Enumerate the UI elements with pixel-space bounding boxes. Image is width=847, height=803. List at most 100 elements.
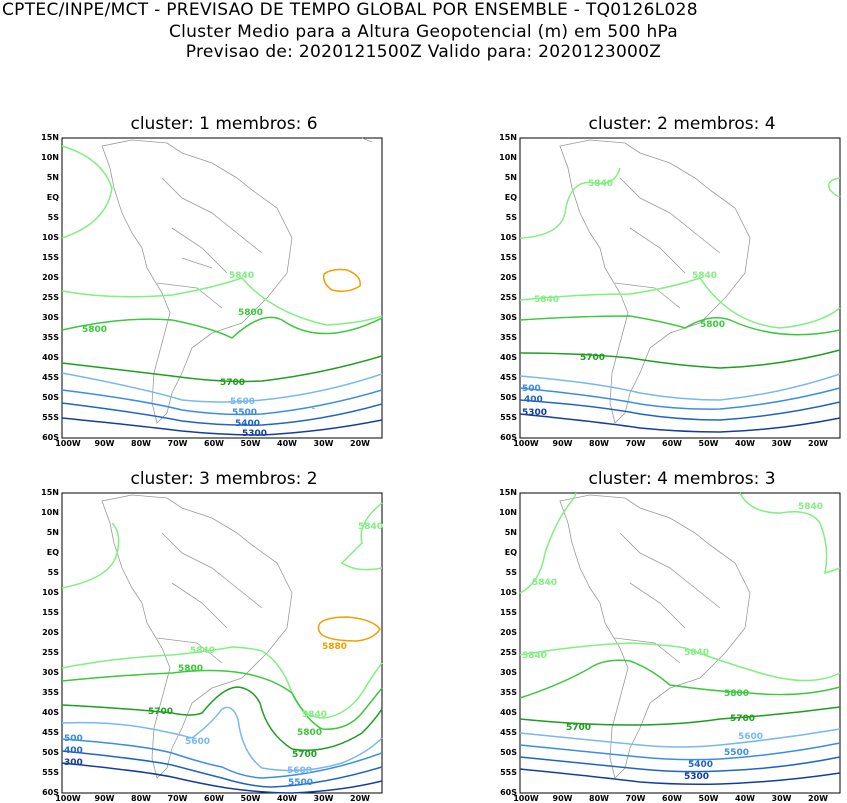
lat-tick-label: 15S xyxy=(31,253,59,262)
contour-label: 5800 xyxy=(82,325,107,335)
lat-tick-label: 20S xyxy=(31,273,59,282)
header-line-2: Cluster Medio para a Altura Geopotencial… xyxy=(0,22,847,42)
contour-label: 5600 xyxy=(230,397,255,407)
lat-tick-label: 30S xyxy=(31,668,59,677)
lon-tick-label: 90W xyxy=(548,794,578,803)
lat-tick-label: 5N xyxy=(31,173,59,182)
contour-label: 5840 xyxy=(302,710,327,720)
map-panel-3: 5840 5880 5840 5800 5840 5800 5700 5700 … xyxy=(62,493,382,793)
lon-tick-label: 90W xyxy=(548,439,578,448)
lat-tick-label: 35S xyxy=(489,688,517,697)
contour-label: 5800 xyxy=(238,308,263,318)
contour-label: 5300 xyxy=(242,429,267,439)
lat-tick-label: 35S xyxy=(31,688,59,697)
lat-tick-label: 10N xyxy=(31,508,59,517)
lon-tick-label: 70W xyxy=(621,794,651,803)
lat-tick-label: 15S xyxy=(489,608,517,617)
contour-label: 5800 xyxy=(178,664,203,674)
lat-tick-label: 15S xyxy=(489,253,517,262)
lat-tick-label: 35S xyxy=(31,333,59,342)
lon-tick-label: 80W xyxy=(126,794,156,803)
contour-label: 5500 xyxy=(724,748,749,758)
map-panel-1: 5840 5800 5800 5700 5600 5500 5400 5300 xyxy=(62,138,382,438)
lat-tick-label: 45S xyxy=(489,728,517,737)
lon-tick-label: 80W xyxy=(584,439,614,448)
lon-tick-label: 50W xyxy=(694,794,724,803)
lon-tick-label: 60W xyxy=(199,439,229,448)
lat-tick-label: 15S xyxy=(31,608,59,617)
contour-label: 5800 xyxy=(724,689,749,699)
lat-tick-label: 10S xyxy=(31,233,59,242)
lat-tick-label: 15N xyxy=(31,133,59,142)
lon-tick-label: 20W xyxy=(803,794,833,803)
lon-tick-label: 70W xyxy=(621,439,651,448)
contour-label: 300 xyxy=(64,758,83,768)
contour-label: 5800 xyxy=(297,728,322,738)
contour-label: 5300 xyxy=(522,408,547,418)
lat-tick-label: 40S xyxy=(31,708,59,717)
contour-label: 5600 xyxy=(185,737,210,747)
lon-tick-label: 50W xyxy=(236,439,266,448)
lon-tick-label: 40W xyxy=(730,794,760,803)
lat-tick-label: 10N xyxy=(489,153,517,162)
contour-label: 5600 xyxy=(287,766,312,776)
lon-tick-label: 30W xyxy=(309,794,339,803)
lon-tick-label: 40W xyxy=(730,439,760,448)
contour-label: 5500 xyxy=(288,778,313,788)
lon-tick-label: 30W xyxy=(767,439,797,448)
lat-tick-label: 25S xyxy=(489,648,517,657)
lat-tick-label: 50S xyxy=(31,393,59,402)
lon-tick-label: 80W xyxy=(126,439,156,448)
panel-3-title: cluster: 3 membros: 2 xyxy=(74,469,374,489)
contour-label: 5400 xyxy=(688,760,713,770)
lat-tick-label: 25S xyxy=(31,648,59,657)
lat-tick-label: 5S xyxy=(489,213,517,222)
lat-tick-label: 5N xyxy=(489,173,517,182)
lon-tick-label: 20W xyxy=(345,794,375,803)
contour-label: 5840 xyxy=(692,271,717,281)
lon-tick-label: 20W xyxy=(345,439,375,448)
lat-tick-label: 45S xyxy=(489,373,517,382)
lat-tick-label: 20S xyxy=(489,273,517,282)
header-line-3: Previsao de: 2020121500Z Valido para: 20… xyxy=(0,42,847,62)
contour-label: 5500 xyxy=(232,408,257,418)
lat-tick-label: 55S xyxy=(489,768,517,777)
lat-tick-label: EQ xyxy=(489,193,517,202)
contour-label: 5300 xyxy=(684,772,709,782)
contour-label: 5700 xyxy=(220,378,245,388)
lon-tick-label: 70W xyxy=(163,439,193,448)
contour-label: 5700 xyxy=(580,353,605,363)
lat-tick-label: 20S xyxy=(489,628,517,637)
contour-label: 500 xyxy=(64,734,83,744)
lat-tick-label: 30S xyxy=(489,313,517,322)
lat-tick-label: 55S xyxy=(31,768,59,777)
lon-tick-label: 100W xyxy=(511,439,541,448)
lat-tick-label: 20S xyxy=(31,628,59,637)
lat-tick-label: 50S xyxy=(31,748,59,757)
lat-tick-label: EQ xyxy=(31,548,59,557)
lat-tick-label: 15N xyxy=(489,488,517,497)
contour-label: 5600 xyxy=(738,732,763,742)
lat-tick-label: 25S xyxy=(489,293,517,302)
contour-label: 5840 xyxy=(798,502,823,512)
lon-tick-label: 20W xyxy=(803,439,833,448)
panel-4-title: cluster: 4 membros: 3 xyxy=(532,469,832,489)
lon-tick-label: 90W xyxy=(90,794,120,803)
lat-tick-label: EQ xyxy=(489,548,517,557)
lat-tick-label: 5N xyxy=(489,528,517,537)
lat-tick-label: 5S xyxy=(31,568,59,577)
lat-tick-label: 35S xyxy=(489,333,517,342)
lat-tick-label: EQ xyxy=(31,193,59,202)
lon-tick-label: 40W xyxy=(272,439,302,448)
lat-tick-label: 40S xyxy=(489,708,517,717)
lat-tick-label: 50S xyxy=(489,393,517,402)
lon-tick-label: 60W xyxy=(657,439,687,448)
lat-tick-label: 55S xyxy=(489,413,517,422)
contour-label: 400 xyxy=(524,395,543,405)
contour-label: 400 xyxy=(64,746,83,756)
lat-tick-label: 15N xyxy=(31,488,59,497)
contour-label: 5700 xyxy=(566,723,591,733)
map-panel-4: 5840 5840 5840 5840 5800 5700 5700 5600 … xyxy=(520,493,840,793)
lat-tick-label: 15N xyxy=(489,133,517,142)
lat-tick-label: 10S xyxy=(31,588,59,597)
